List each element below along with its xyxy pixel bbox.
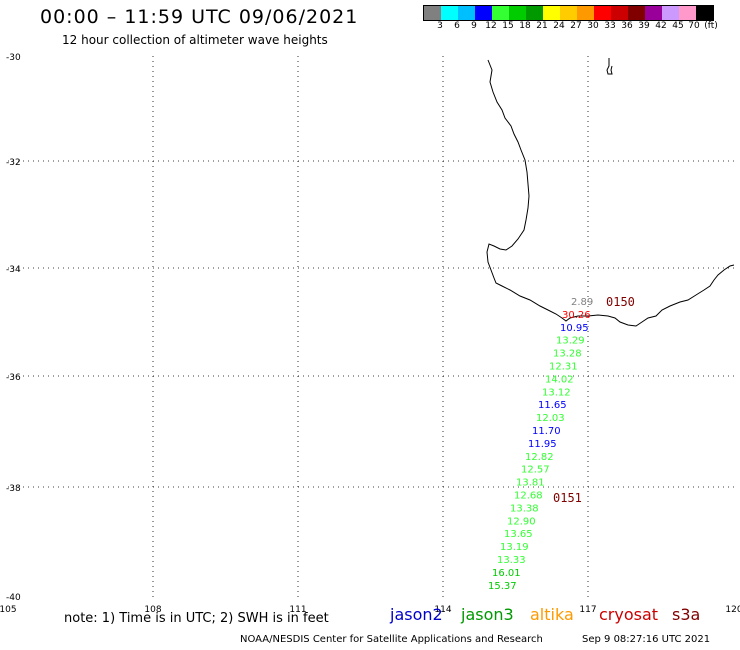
scale-label: 39 — [638, 21, 650, 31]
lat-label: -40 — [6, 593, 21, 603]
satellite-label-altika: altika — [530, 605, 574, 624]
lat-label: -36 — [6, 373, 21, 383]
scale-label: 21 — [536, 21, 548, 31]
scale-label: 45 — [672, 21, 684, 31]
credit-text: NOAA/NESDIS Center for Satellite Applica… — [240, 634, 543, 645]
color-scale-bar — [423, 5, 714, 21]
wave-height-value: 12.90 — [507, 516, 536, 527]
wave-height-value: 13.28 — [553, 349, 582, 360]
satellite-label-jason2: jason2 — [390, 605, 443, 624]
lon-label: 117 — [579, 605, 596, 615]
wave-height-value: 12.57 — [521, 465, 550, 476]
color-swatch — [509, 6, 526, 20]
scale-label: 42 — [655, 21, 667, 31]
satellite-label-jason3: jason3 — [461, 605, 514, 624]
wave-height-value: 13.81 — [516, 478, 545, 489]
color-swatch — [441, 6, 458, 20]
color-swatch — [492, 6, 509, 20]
color-swatch — [611, 6, 628, 20]
scale-label: 9 — [471, 21, 477, 31]
wave-height-value: 30.26 — [562, 310, 591, 321]
wave-height-value: 14.02 — [545, 374, 574, 385]
coastline — [486, 59, 735, 327]
track-time-label: 0150 — [606, 295, 635, 309]
map-title: 00:00 – 11:59 UTC 09/06/2021 — [40, 6, 359, 28]
scale-label: 18 — [519, 21, 531, 31]
wave-height-value: 13.33 — [497, 555, 526, 566]
wave-height-value: 11.95 — [528, 439, 557, 450]
lon-label: 108 — [144, 605, 161, 615]
scale-label: 33 — [604, 21, 616, 31]
units-note: note: 1) Time is in UTC; 2) SWH is in fe… — [64, 611, 329, 626]
color-swatch — [475, 6, 492, 20]
lon-label: 111 — [289, 605, 306, 615]
color-swatch — [424, 6, 441, 20]
color-swatch — [526, 6, 543, 20]
wave-height-value: 13.38 — [510, 503, 539, 514]
lon-label: 120 — [725, 605, 740, 615]
color-scale-labels: 3 6 9 12 15 18 21 24 27 30 33 36 39 42 4… — [423, 21, 740, 33]
scale-label: 30 — [587, 21, 599, 31]
wave-height-value: 16.01 — [492, 568, 521, 579]
scale-label: 6 — [454, 21, 460, 31]
wave-height-value: 13.65 — [504, 529, 533, 540]
color-swatch — [662, 6, 679, 20]
scale-label: 3 — [437, 21, 443, 31]
lat-label: -30 — [6, 53, 21, 63]
generated-timestamp: Sep 9 08:27:16 UTC 2021 — [582, 634, 711, 645]
color-swatch — [679, 6, 696, 20]
scale-label: 70 — [688, 21, 700, 31]
wave-height-value: 12.31 — [549, 362, 578, 373]
island — [606, 58, 613, 75]
wave-height-value: 11.65 — [538, 400, 567, 411]
lon-label: 114 — [434, 605, 451, 615]
wave-height-value: 12.68 — [514, 491, 543, 502]
color-swatch — [577, 6, 594, 20]
color-swatch — [458, 6, 475, 20]
scale-label: 12 — [485, 21, 497, 31]
scale-label: 15 — [502, 21, 514, 31]
color-swatch — [645, 6, 662, 20]
color-swatch — [594, 6, 611, 20]
lat-label: -38 — [6, 484, 21, 494]
lat-label: -32 — [6, 158, 21, 168]
wave-height-value: 2.89 — [571, 297, 593, 308]
satellite-label-s3a: s3a — [672, 605, 701, 624]
wave-height-value: 12.03 — [536, 413, 565, 424]
color-swatch — [628, 6, 645, 20]
track-time-label: 0151 — [553, 491, 582, 505]
wave-height-value: 13.19 — [500, 542, 529, 553]
map-grid — [8, 56, 734, 598]
wave-height-value: 13.29 — [556, 336, 585, 347]
satellite-label-cryosat: cryosat — [599, 605, 659, 624]
scale-label: (ft) — [704, 21, 718, 31]
wave-height-value: 11.70 — [532, 426, 561, 437]
color-swatch — [543, 6, 560, 20]
lat-label: -34 — [6, 265, 21, 275]
wave-height-value: 12.82 — [525, 452, 554, 463]
scale-label: 36 — [621, 21, 633, 31]
map-subtitle: 12 hour collection of altimeter wave hei… — [62, 33, 328, 47]
color-swatch — [696, 6, 713, 20]
scale-label: 27 — [570, 21, 582, 31]
wave-height-value: 15.37 — [488, 581, 517, 592]
wave-height-value: 10.95 — [560, 323, 589, 334]
color-swatch — [560, 6, 577, 20]
wave-height-value: 13.12 — [542, 387, 571, 398]
lon-label: 105 — [0, 605, 17, 615]
scale-label: 24 — [553, 21, 565, 31]
